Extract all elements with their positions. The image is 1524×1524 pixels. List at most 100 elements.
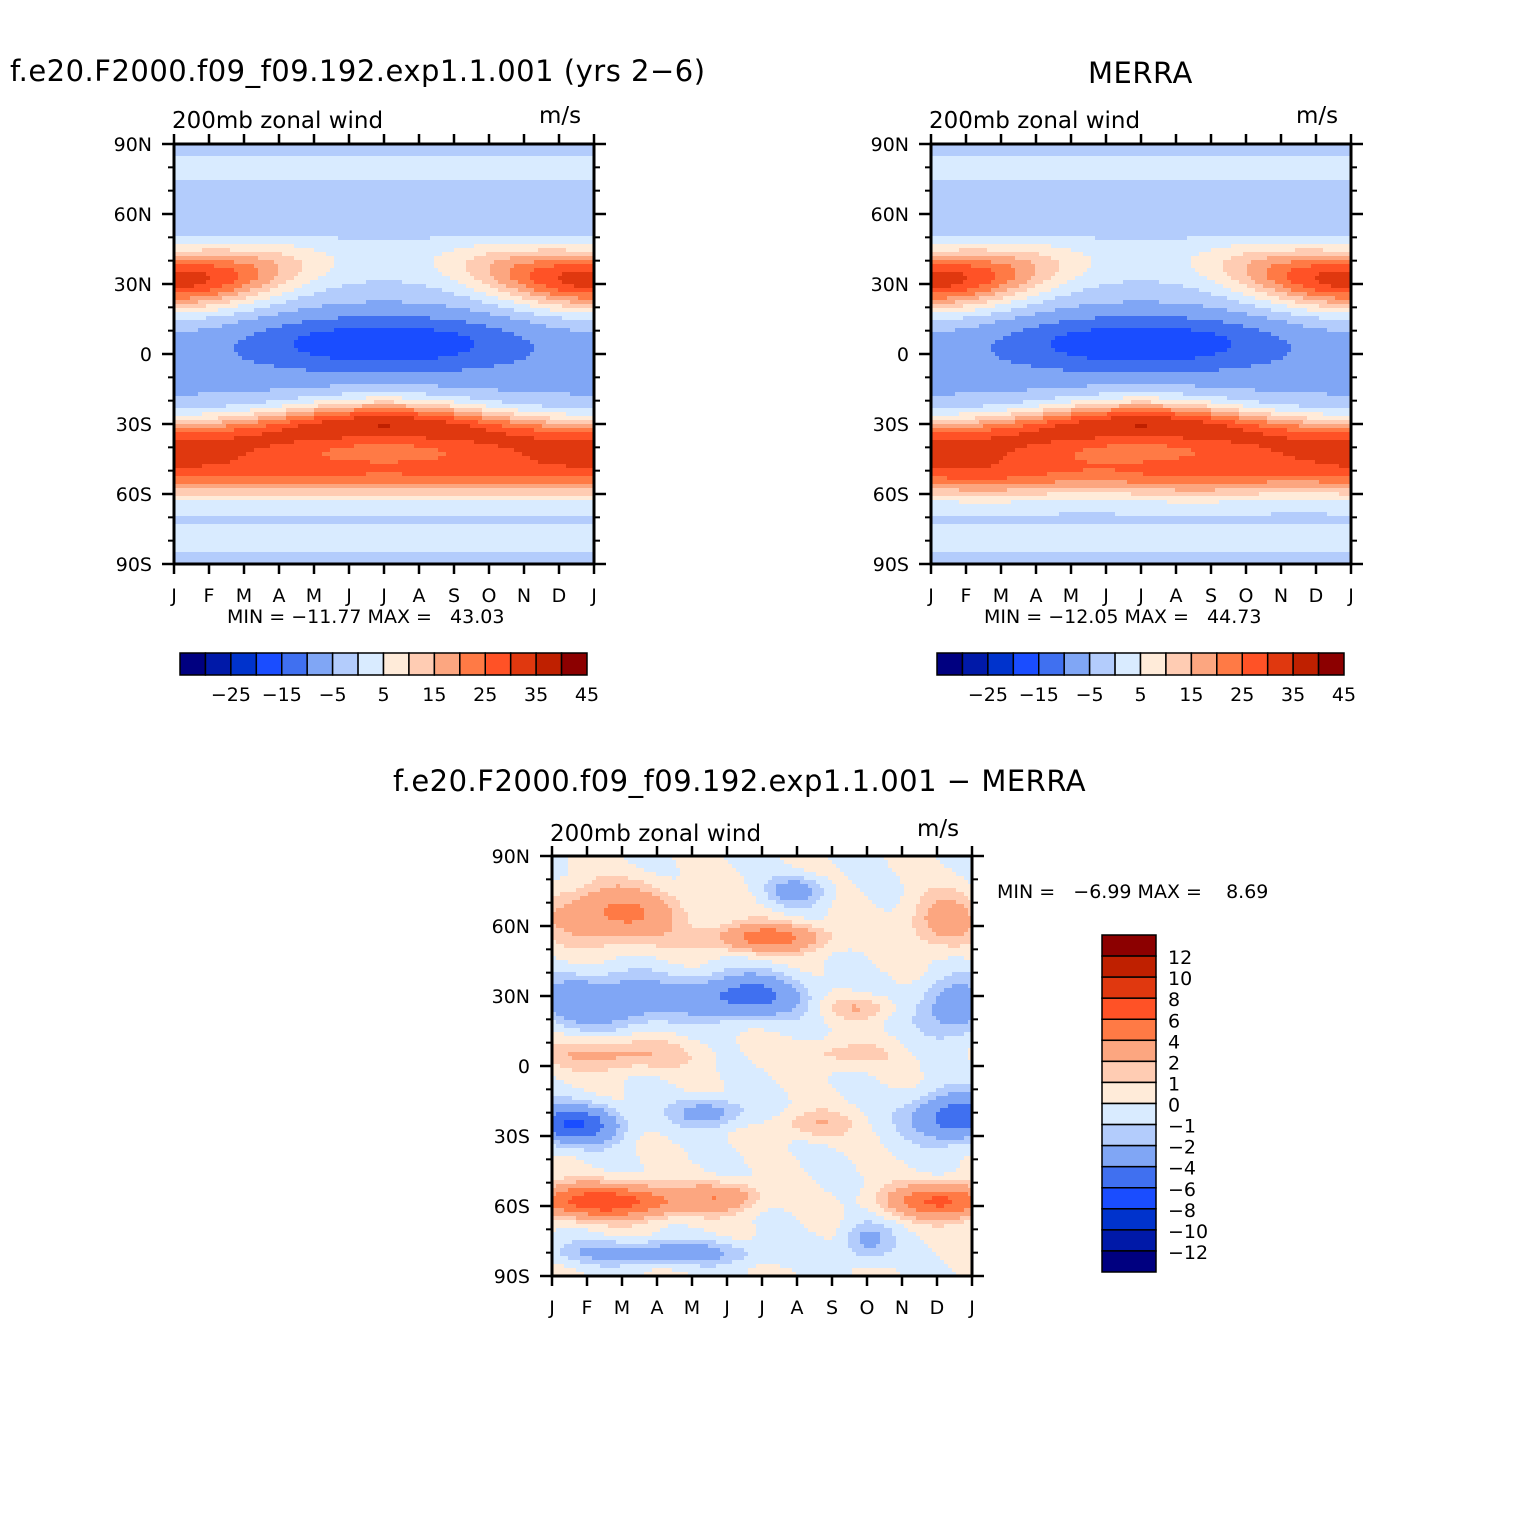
model-field-cell [182, 268, 186, 272]
model-field-cell [282, 316, 286, 320]
model-field-cell [330, 212, 334, 216]
model-field-cell [478, 300, 482, 304]
model-field-cell [386, 168, 390, 172]
model-field-cell [434, 220, 438, 224]
model-field-cell [530, 232, 534, 236]
model-field-cell [398, 320, 402, 324]
model-field-cell [386, 220, 390, 224]
model-field-cell [318, 196, 322, 200]
model-field-cell [230, 272, 234, 276]
model-field-cell [178, 160, 182, 164]
model-field-cell [454, 272, 458, 276]
model-field-cell [398, 316, 402, 320]
model-field-cell [462, 264, 466, 268]
model-field-cell [462, 260, 466, 264]
model-field-cell [294, 320, 298, 324]
model-field-cell [410, 296, 414, 300]
model-field-cell [194, 332, 198, 336]
model-field-cell [434, 148, 438, 152]
model-field-cell [366, 176, 370, 180]
model-field-cell [498, 180, 502, 184]
model-field-cell [470, 236, 474, 240]
model-field-cell [290, 304, 294, 308]
model-field-cell [542, 168, 546, 172]
model-field-cell [214, 272, 218, 276]
model-field-cell [398, 160, 402, 164]
model-field-cell [526, 228, 530, 232]
model-field-cell [426, 296, 430, 300]
model-field-cell [178, 244, 182, 248]
model-field-cell [214, 176, 218, 180]
model-field-cell [526, 236, 530, 240]
model-field-cell [454, 324, 458, 328]
model-field-cell [186, 292, 190, 296]
model-field-cell [450, 204, 454, 208]
model-field-cell [286, 168, 290, 172]
model-field-cell [182, 200, 186, 204]
model-field-cell [554, 316, 558, 320]
model-field-cell [386, 240, 390, 244]
model-field-cell [566, 312, 570, 316]
model-field-cell [506, 168, 510, 172]
model-field-cell [486, 328, 490, 332]
model-field-cell [214, 228, 218, 232]
model-field-cell [386, 148, 390, 152]
model-field-cell [286, 288, 290, 292]
model-field-cell [374, 304, 378, 308]
model-field-cell [514, 160, 518, 164]
model-field-cell [422, 248, 426, 252]
model-field-cell [446, 196, 450, 200]
model-field-cell [530, 204, 534, 208]
model-field-cell [578, 280, 582, 284]
model-field-cell [302, 172, 306, 176]
model-field-cell [398, 168, 402, 172]
model-field-cell [510, 320, 514, 324]
model-field-cell [378, 284, 382, 288]
model-field-cell [482, 320, 486, 324]
model-field-cell [582, 308, 586, 312]
model-field-cell [454, 220, 458, 224]
model-field-cell [262, 180, 266, 184]
model-field-cell [542, 216, 546, 220]
model-field-cell [302, 244, 306, 248]
model-field-cell [570, 284, 574, 288]
model-field-cell [554, 168, 558, 172]
model-field-cell [422, 296, 426, 300]
model-field-cell [242, 292, 246, 296]
model-field-cell [402, 304, 406, 308]
model-field-cell [230, 240, 234, 244]
model-field-cell [370, 292, 374, 296]
model-field-cell [442, 148, 446, 152]
model-field-cell [210, 224, 214, 228]
model-field-cell [382, 220, 386, 224]
model-field-cell [410, 308, 414, 312]
model-field-cell [386, 200, 390, 204]
model-field-cell [178, 296, 182, 300]
model-field-cell [202, 244, 206, 248]
model-field-cell [238, 284, 242, 288]
model-field-cell [566, 276, 570, 280]
model-field-cell [374, 248, 378, 252]
model-field-cell [214, 152, 218, 156]
model-field-cell [322, 328, 326, 332]
model-field-cell [250, 176, 254, 180]
model-field-cell [450, 316, 454, 320]
model-field-cell [510, 272, 514, 276]
model-field-cell [246, 152, 250, 156]
model-field-cell [530, 148, 534, 152]
model-field-cell [410, 212, 414, 216]
model-field-cell [214, 252, 218, 256]
model-field-cell [382, 176, 386, 180]
model-field-cell [274, 312, 278, 316]
model-field-cell [466, 292, 470, 296]
model-field-cell [362, 228, 366, 232]
model-field-cell [290, 176, 294, 180]
model-field-cell [258, 168, 262, 172]
model-field-cell [274, 296, 278, 300]
model-field-cell [306, 168, 310, 172]
model-field-cell [414, 152, 418, 156]
model-field-cell [566, 324, 570, 328]
model-field-cell [522, 172, 526, 176]
model-field-cell [510, 324, 514, 328]
model-field-cell [182, 196, 186, 200]
